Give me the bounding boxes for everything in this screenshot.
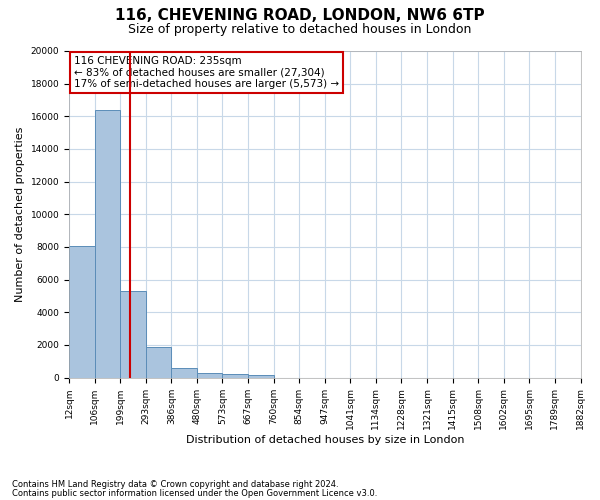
X-axis label: Distribution of detached houses by size in London: Distribution of detached houses by size … [185,435,464,445]
Bar [95,110,120,378]
Bar [248,376,274,378]
Text: Contains public sector information licensed under the Open Government Licence v3: Contains public sector information licen… [12,489,377,498]
Text: 116, CHEVENING ROAD, LONDON, NW6 6TP: 116, CHEVENING ROAD, LONDON, NW6 6TP [115,8,485,22]
Y-axis label: Number of detached properties: Number of detached properties [15,126,25,302]
Text: 116 CHEVENING ROAD: 235sqm
← 83% of detached houses are smaller (27,304)
17% of : 116 CHEVENING ROAD: 235sqm ← 83% of deta… [74,56,339,89]
Bar [69,246,95,378]
Text: Size of property relative to detached houses in London: Size of property relative to detached ho… [128,22,472,36]
Bar [120,291,146,378]
Bar [197,373,223,378]
Text: Contains HM Land Registry data © Crown copyright and database right 2024.: Contains HM Land Registry data © Crown c… [12,480,338,489]
Bar [172,368,197,378]
Bar [146,348,172,378]
Bar [223,374,248,378]
